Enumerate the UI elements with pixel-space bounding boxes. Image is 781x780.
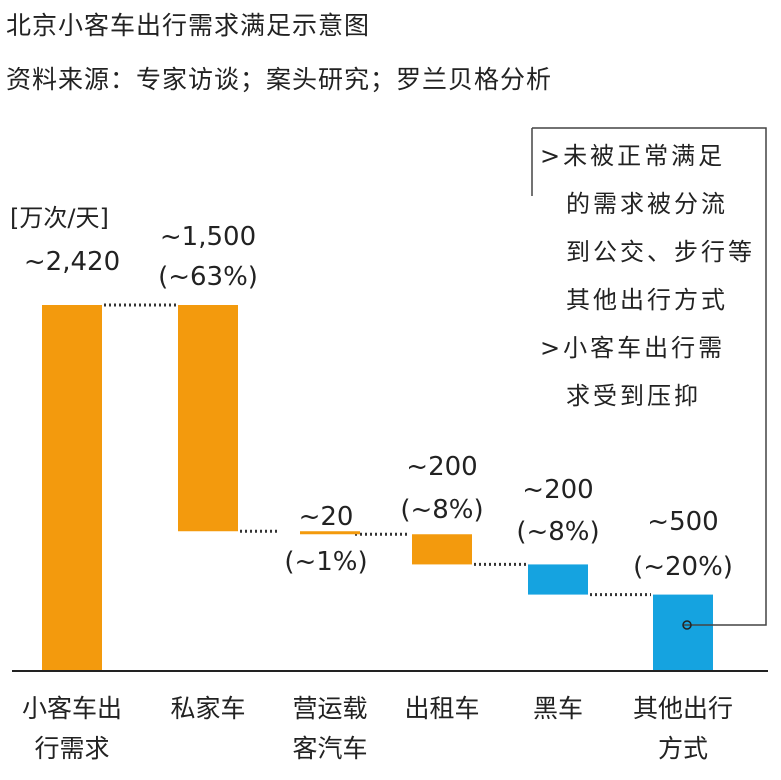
category-label: 方式 xyxy=(658,734,708,763)
category-label: 黑车 xyxy=(533,694,583,723)
note-line: 其他出行方式 xyxy=(566,286,728,314)
note-line: >未被正常满足 xyxy=(540,142,726,170)
data-label-pct: (~8%) xyxy=(400,495,483,525)
category-label: 客汽车 xyxy=(292,734,367,763)
data-label: ~200 xyxy=(522,475,593,505)
note-line: 到公交、步行等 xyxy=(566,238,755,266)
data-label: ~1,500 xyxy=(160,222,256,252)
data-label-pct: (~63%) xyxy=(158,262,258,292)
bar xyxy=(528,564,588,595)
bar xyxy=(178,305,238,532)
data-label-pct: (~8%) xyxy=(516,517,599,547)
bar xyxy=(653,594,713,670)
category-label: 私家车 xyxy=(170,694,245,723)
annotation-note: >未被正常满足 的需求被分流 到公交、步行等 其他出行方式 >小客车出行需 求受… xyxy=(540,132,770,420)
category-label: 小客车出 xyxy=(22,694,122,723)
note-line: 求受到压抑 xyxy=(566,382,701,410)
category-label: 营运载 xyxy=(292,694,367,723)
bar xyxy=(412,534,472,565)
data-label: ~500 xyxy=(647,507,718,537)
chart-title: 北京小客车出行需求满足示意图 xyxy=(6,11,371,40)
note-line: >小客车出行需 xyxy=(540,334,726,362)
data-label-pct: (~1%) xyxy=(284,547,367,577)
annotation-bracket xyxy=(532,127,767,626)
chart-source: 资料来源：专家访谈；案头研究；罗兰贝格分析 xyxy=(6,65,553,94)
category-label: 出租车 xyxy=(404,694,479,723)
data-label: ~200 xyxy=(406,452,477,482)
unit-label: [万次/天] xyxy=(10,204,109,232)
category-label: 行需求 xyxy=(34,734,109,763)
data-label-pct: (~20%) xyxy=(633,552,733,582)
data-label: ~2,420 xyxy=(24,247,120,277)
category-label: 其他出行 xyxy=(633,694,733,723)
annotation-marker xyxy=(682,620,692,630)
data-label: ~20 xyxy=(299,502,354,532)
bar xyxy=(42,305,102,670)
note-line: 的需求被分流 xyxy=(566,190,728,218)
bar xyxy=(300,531,360,535)
